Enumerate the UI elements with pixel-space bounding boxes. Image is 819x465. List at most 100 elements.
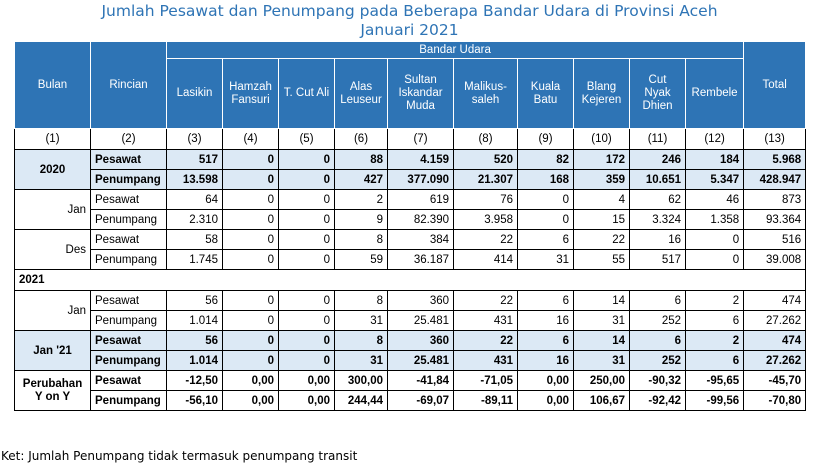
value-cell: 300,00 (334, 370, 388, 391)
value-cell: 1.014 (166, 310, 223, 331)
value-cell: 10.651 (629, 169, 686, 190)
value-cell: 384 (387, 229, 454, 250)
value-cell: 168 (517, 169, 574, 190)
value-cell: 6 (629, 290, 686, 311)
value-cell: 22 (453, 229, 518, 250)
value-cell: -69,07 (387, 390, 454, 411)
value-cell: 360 (387, 330, 454, 351)
value-cell: 0 (278, 209, 335, 230)
value-cell: 3.324 (629, 209, 686, 230)
index-cell: (5) (278, 128, 335, 150)
header-row-top: Bulan Rincian Bandar Udara Total (14, 41, 807, 129)
value-cell: -89,11 (453, 390, 518, 411)
table-title: Jumlah Pesawat dan Penumpang pada Bebera… (101, 2, 718, 20)
value-cell: 6 (517, 290, 574, 311)
header-airport: Hamzah Fansuri (222, 58, 279, 129)
value-cell: 0,00 (222, 370, 279, 391)
value-cell: 36.187 (387, 249, 454, 270)
index-cell: (1) (14, 128, 91, 150)
value-cell: -12,50 (166, 370, 223, 391)
value-cell: 31 (334, 310, 388, 331)
value-cell: 31 (573, 350, 630, 371)
value-cell: 22 (453, 330, 518, 351)
value-cell: 4 (573, 189, 630, 210)
value-cell: 93.364 (743, 209, 807, 230)
value-cell: 1.358 (684, 209, 745, 230)
value-cell: 56 (166, 290, 223, 311)
value-cell: 252 (629, 350, 686, 371)
value-cell: -99,56 (684, 390, 745, 411)
value-cell: 0 (278, 249, 335, 270)
value-cell: 21.307 (453, 169, 518, 190)
value-cell: 16 (517, 350, 574, 371)
value-cell: 0 (222, 189, 279, 210)
header-row-airports: Lasikin Hamzah Fansuri T. Cut Ali Alas Leus… (15, 58, 806, 129)
rincian-cell: Penumpang (90, 310, 167, 331)
value-cell: 474 (743, 330, 807, 351)
value-cell: 6 (684, 350, 745, 371)
value-cell: 8 (334, 290, 388, 311)
rincian-cell: Penumpang (90, 169, 167, 190)
value-cell: 0 (684, 249, 745, 270)
table-row: Penumpang 13.598 0 0 427 377.090 21.307 168 359 1… (15, 169, 807, 190)
rincian-cell: Pesawat (90, 330, 167, 351)
bulan-cell: 2020 (14, 149, 91, 190)
table-row: Penumpang -56,10 0,00 0,00 244,44 -69,07 -89,1… (15, 390, 807, 411)
value-cell: 0 (222, 350, 279, 371)
value-cell: 82.390 (387, 209, 454, 230)
value-cell: 25.481 (387, 310, 454, 331)
header-airport: Rembele (684, 58, 745, 129)
value-cell: 22 (453, 290, 518, 311)
rincian-cell: Pesawat (90, 189, 167, 210)
index-cell: (4) (222, 128, 279, 150)
header-airport: Sultan Iskandar Muda (387, 58, 454, 129)
table-row: Des Pesawat 58 0 0 8 384 22 6 22 16 0 516 (14, 229, 807, 270)
header-airport: Alas Leuseur (334, 58, 388, 129)
header-total: Total (743, 41, 807, 129)
value-cell: 0 (278, 149, 335, 170)
value-cell: 27.262 (743, 350, 807, 371)
value-cell: 22 (573, 229, 630, 250)
bulan-cell: Perubahan Y on Y (14, 370, 91, 411)
value-cell: 0 (222, 330, 279, 351)
value-cell: 31 (517, 249, 574, 270)
value-cell: 172 (573, 149, 630, 170)
value-cell: 250,00 (573, 370, 630, 391)
value-cell: 0 (517, 189, 574, 210)
value-cell: 64 (166, 189, 223, 210)
value-cell: -92,42 (629, 390, 686, 411)
value-cell: 55 (573, 249, 630, 270)
value-cell: 0 (222, 149, 279, 170)
rincian-cell: Penumpang (90, 390, 167, 411)
value-cell: 76 (453, 189, 518, 210)
value-cell: -56,10 (166, 390, 223, 411)
value-cell: 0 (222, 249, 279, 270)
value-cell: 0 (222, 209, 279, 230)
value-cell: 0 (222, 310, 279, 331)
value-cell: 2 (684, 330, 745, 351)
bulan-cell: Jan (14, 189, 91, 230)
value-cell: 0 (278, 189, 335, 210)
value-cell: 428.947 (743, 169, 807, 190)
value-cell: 0 (517, 209, 574, 230)
value-cell: 431 (453, 350, 518, 371)
value-cell: 0 (278, 350, 335, 371)
index-cell: (12) (684, 128, 745, 150)
value-cell: -45,70 (743, 370, 807, 391)
header-airport: Blang Kejeren (573, 58, 630, 129)
value-cell: 46 (684, 189, 745, 210)
table-row: Jan Pesawat 56 0 0 8 360 22 6 14 6 2 474 (14, 290, 807, 331)
value-cell: 5.347 (684, 169, 745, 190)
index-cell: (3) (166, 128, 223, 150)
airport-table: Bulan Rincian Bandar Udara Total Lasikin… (13, 41, 807, 411)
value-cell: 619 (387, 189, 454, 210)
value-cell: 2.310 (166, 209, 223, 230)
value-cell: 31 (334, 350, 388, 371)
index-cell: (9) (517, 128, 574, 150)
value-cell: 0,00 (517, 370, 574, 391)
value-cell: 39.008 (743, 249, 807, 270)
value-cell: 0,00 (222, 390, 279, 411)
value-cell: 9 (334, 209, 388, 230)
header-airport: Malikus-saleh (453, 58, 518, 129)
table-row: Penumpang 1.014 0 0 31 25.481 431 16 31 252 6 27.26… (15, 350, 807, 371)
